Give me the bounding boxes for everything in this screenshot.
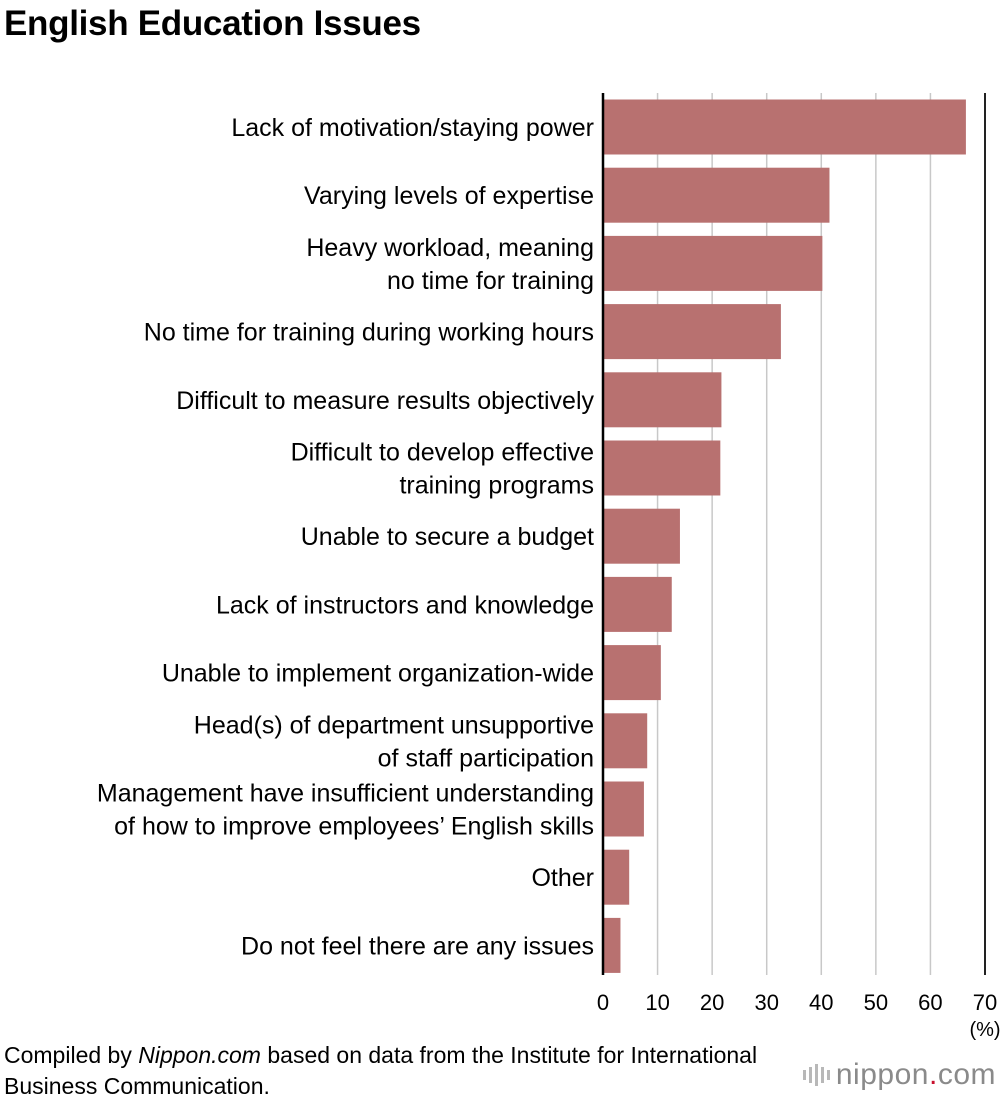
bar-chart: Lack of motivation/staying power Varying …: [97, 93, 1000, 1040]
bar: [603, 99, 966, 155]
category-label-line: Unable to secure a budget: [301, 523, 594, 551]
bar: [603, 849, 630, 905]
bar: [603, 235, 823, 291]
source-italic: Nippon.com: [138, 1042, 261, 1068]
category-label: Varying levels of expertise: [304, 182, 594, 210]
category-label-line: No time for training during working hour…: [144, 319, 594, 347]
category-label-line: Heavy workload, meaning: [306, 234, 594, 262]
category-label-line: Do not feel there are any issues: [241, 932, 594, 960]
category-label: No time for training during working hour…: [144, 319, 594, 347]
category-label: Difficult to measure results objectively: [176, 387, 594, 415]
category-label: Unable to secure a budget: [301, 523, 594, 551]
bar: [603, 713, 648, 769]
bar: [603, 440, 721, 496]
tick-label: 70: [973, 990, 997, 1015]
logo-text: nippon.com: [836, 1058, 996, 1092]
nippon-logo: nippon.com: [802, 1058, 996, 1092]
logo-suffix: com: [937, 1058, 996, 1091]
tick-label: 10: [645, 990, 669, 1015]
category-label-line: Difficult to develop effective: [291, 439, 594, 467]
tick-label: 0: [597, 990, 609, 1015]
category-label-line: Difficult to measure results objectively: [176, 387, 594, 415]
category-label-line: Management have insufficient understandi…: [97, 780, 594, 808]
category-labels: Lack of motivation/staying power Varying …: [97, 114, 595, 960]
logo-dot: .: [928, 1058, 938, 1091]
category-label: Management have insufficient understandi…: [97, 780, 594, 841]
category-label: Unable to implement organization-wide: [162, 660, 594, 688]
logo-mark-icon: [802, 1064, 830, 1086]
category-label-line: training programs: [399, 472, 594, 500]
category-label: Head(s) of department unsupportive of sta…: [194, 711, 594, 772]
bars: [603, 99, 966, 973]
category-label-line: of how to improve employees’ English ski…: [114, 813, 594, 841]
source-note: Compiled by Nippon.com based on data fro…: [4, 1040, 784, 1102]
category-label-line: of staff participation: [378, 744, 594, 772]
tick-label: 20: [700, 990, 724, 1015]
bar: [603, 645, 661, 701]
category-label: Heavy workload, meaning no time for train…: [306, 234, 594, 295]
bar: [603, 508, 680, 564]
category-label: Other: [531, 864, 594, 892]
category-label-line: Varying levels of expertise: [304, 182, 594, 210]
bar: [603, 304, 781, 360]
chart-title: English Education Issues: [4, 4, 421, 43]
grid-lines: [656, 93, 986, 975]
category-label: Lack of motivation/staying power: [231, 114, 594, 142]
bar: [603, 167, 830, 223]
category-label-line: Lack of motivation/staying power: [231, 114, 594, 142]
category-label: Difficult to develop effective training p…: [291, 439, 594, 500]
x-unit-label: (%): [969, 1019, 1000, 1040]
category-label: Do not feel there are any issues: [241, 932, 594, 960]
bar: [603, 372, 722, 428]
bar: [603, 781, 644, 837]
category-label-line: Unable to implement organization-wide: [162, 660, 594, 688]
category-label-line: Lack of instructors and knowledge: [216, 591, 594, 619]
x-axis-ticks: 0 10 20 30 40 50 60 70 (%): [597, 990, 1000, 1040]
tick-label: 60: [918, 990, 942, 1015]
tick-label: 40: [809, 990, 833, 1015]
category-label-line: no time for training: [387, 267, 594, 295]
logo-name: nippon: [835, 1058, 929, 1091]
source-prefix: Compiled by: [4, 1042, 139, 1068]
category-label-line: Head(s) of department unsupportive: [194, 711, 594, 739]
source-suffix: based on data from the Institute for Int…: [4, 1042, 758, 1099]
category-label: Lack of instructors and knowledge: [216, 591, 594, 619]
tick-label: 50: [864, 990, 888, 1015]
bar: [603, 576, 672, 632]
bar: [603, 917, 621, 973]
tick-label: 30: [754, 990, 778, 1015]
category-label-line: Other: [531, 864, 594, 892]
